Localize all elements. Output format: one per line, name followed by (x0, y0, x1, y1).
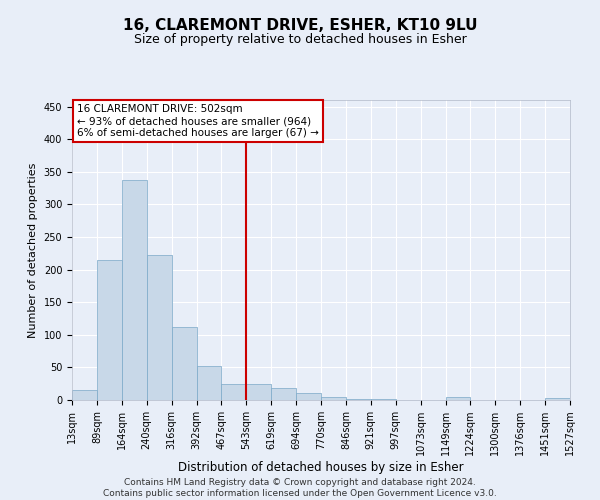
Bar (545, 398, 570, 400)
Bar (72, 390, 97, 400)
Bar (172, 327, 197, 400)
Bar (446, 398, 470, 400)
X-axis label: Distribution of detached houses by size in Esher: Distribution of detached houses by size … (178, 461, 464, 474)
Bar (122, 180, 146, 400)
Bar (97, 260, 122, 400)
Bar (247, 384, 271, 400)
Bar (271, 388, 296, 400)
Bar (221, 384, 246, 400)
Bar (146, 255, 172, 400)
Text: 16, CLAREMONT DRIVE, ESHER, KT10 9LU: 16, CLAREMONT DRIVE, ESHER, KT10 9LU (123, 18, 477, 32)
Y-axis label: Number of detached properties: Number of detached properties (28, 162, 38, 338)
Text: 16 CLAREMONT DRIVE: 502sqm
← 93% of detached houses are smaller (964)
6% of semi: 16 CLAREMONT DRIVE: 502sqm ← 93% of deta… (77, 104, 319, 138)
Bar (321, 396, 346, 400)
Text: Contains HM Land Registry data © Crown copyright and database right 2024.
Contai: Contains HM Land Registry data © Crown c… (103, 478, 497, 498)
Text: Size of property relative to detached houses in Esher: Size of property relative to detached ho… (134, 32, 466, 46)
Bar (346, 398, 371, 400)
Bar (296, 394, 321, 400)
Bar (197, 366, 221, 400)
